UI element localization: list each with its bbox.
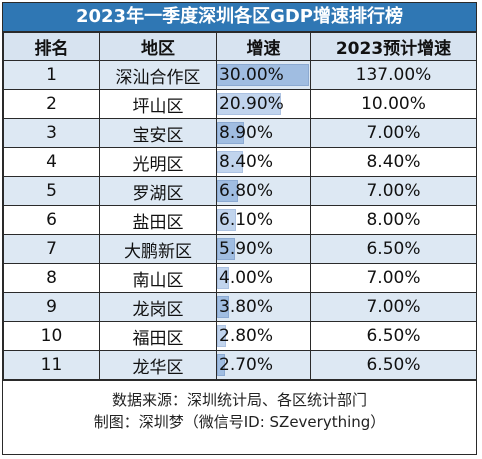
growth-bar bbox=[217, 325, 226, 347]
rank-cell: 3 bbox=[3, 118, 100, 148]
growth-cell: 8.90% bbox=[216, 118, 311, 148]
projected-cell: 6.50% bbox=[310, 350, 477, 380]
district-cell: 龙岗区 bbox=[99, 292, 217, 322]
growth-cell: 30.00% bbox=[216, 60, 311, 90]
growth-value: 4.00% bbox=[219, 268, 274, 288]
projected-cell: 7.00% bbox=[310, 176, 477, 206]
rank-cell: 2 bbox=[3, 89, 100, 119]
district-cell: 坪山区 bbox=[99, 89, 217, 119]
growth-bar bbox=[217, 267, 230, 289]
growth-value: 8.90% bbox=[219, 123, 274, 143]
district-cell: 龙华区 bbox=[99, 350, 217, 380]
growth-value: 3.80% bbox=[219, 297, 274, 317]
growth-value: 30.00% bbox=[219, 65, 284, 85]
projected-value: 8.00% bbox=[366, 210, 421, 230]
projected-value: 7.00% bbox=[366, 297, 421, 317]
rank-cell: 9 bbox=[3, 292, 100, 322]
rank-cell: 11 bbox=[3, 350, 100, 380]
growth-bar bbox=[217, 151, 243, 173]
growth-cell: 2.70% bbox=[216, 350, 311, 380]
growth-bar bbox=[217, 354, 226, 376]
header-projected: 2023预计增速 bbox=[310, 32, 477, 61]
table-row: 10 福田区 2.80% 6.50% bbox=[3, 321, 477, 351]
growth-cell: 4.00% bbox=[216, 263, 311, 293]
source-note: 数据来源：深圳统计局、各区统计部门 bbox=[111, 391, 367, 409]
projected-value: 6.50% bbox=[366, 239, 421, 259]
growth-value: 2.70% bbox=[219, 355, 274, 375]
projected-value: 7.00% bbox=[366, 181, 421, 201]
header-growth: 增速 bbox=[216, 32, 311, 61]
table-row: 6 盐田区 6.10% 8.00% bbox=[3, 205, 477, 235]
projected-cell: 137.00% bbox=[310, 60, 477, 90]
rank-cell: 7 bbox=[3, 234, 100, 264]
growth-value: 2.80% bbox=[219, 326, 274, 346]
table-row: 2 坪山区 20.90% 10.00% bbox=[3, 89, 477, 119]
rank-cell: 1 bbox=[3, 60, 100, 90]
district-cell: 盐田区 bbox=[99, 205, 217, 235]
projected-value: 7.00% bbox=[366, 123, 421, 143]
growth-cell: 8.40% bbox=[216, 147, 311, 177]
growth-cell: 20.90% bbox=[216, 89, 311, 119]
growth-cell: 6.80% bbox=[216, 176, 311, 206]
table-footer: 数据来源：深圳统计局、各区统计部门 制图：深圳梦（微信号ID: SZeveryt… bbox=[3, 380, 476, 433]
district-cell: 南山区 bbox=[99, 263, 217, 293]
table-row: 7 大鹏新区 5.90% 6.50% bbox=[3, 234, 477, 264]
table-row: 5 罗湖区 6.80% 7.00% bbox=[3, 176, 477, 206]
projected-value: 137.00% bbox=[355, 65, 432, 85]
growth-cell: 2.80% bbox=[216, 321, 311, 351]
growth-value: 5.90% bbox=[219, 239, 274, 259]
growth-bar bbox=[217, 122, 245, 144]
table-row: 4 光明区 8.40% 8.40% bbox=[3, 147, 477, 177]
district-cell: 深汕合作区 bbox=[99, 60, 217, 90]
growth-bar bbox=[217, 180, 238, 202]
table-row: 1 深汕合作区 30.00% 137.00% bbox=[3, 60, 477, 90]
growth-cell: 6.10% bbox=[216, 205, 311, 235]
growth-cell: 3.80% bbox=[216, 292, 311, 322]
table-row: 3 宝安区 8.90% 7.00% bbox=[3, 118, 477, 148]
table-row: 8 南山区 4.00% 7.00% bbox=[3, 263, 477, 293]
projected-value: 6.50% bbox=[366, 326, 421, 346]
table-row: 11 龙华区 2.70% 6.50% bbox=[3, 350, 477, 380]
rank-cell: 5 bbox=[3, 176, 100, 206]
projected-value: 8.40% bbox=[366, 152, 421, 172]
table-row: 9 龙岗区 3.80% 7.00% bbox=[3, 292, 477, 322]
growth-value: 6.10% bbox=[219, 210, 274, 230]
projected-cell: 6.50% bbox=[310, 321, 477, 351]
growth-bar bbox=[217, 238, 236, 260]
projected-cell: 7.00% bbox=[310, 118, 477, 148]
projected-cell: 7.00% bbox=[310, 263, 477, 293]
projected-cell: 8.00% bbox=[310, 205, 477, 235]
credit-note: 制图：深圳梦（微信号ID: SZeverything） bbox=[93, 413, 386, 431]
ranking-table-card: 2023年一季度深圳各区GDP增速排行榜 排名 地区 增速 2023预计增速 1… bbox=[2, 2, 477, 455]
rank-cell: 6 bbox=[3, 205, 100, 235]
projected-cell: 10.00% bbox=[310, 89, 477, 119]
gdp-ranking-table: 排名 地区 增速 2023预计增速 1 深汕合作区 30.00% 137.00% 2 坪山… bbox=[3, 32, 477, 380]
growth-value: 20.90% bbox=[219, 94, 284, 114]
district-cell: 光明区 bbox=[99, 147, 217, 177]
growth-bar bbox=[217, 209, 236, 231]
growth-bar bbox=[217, 93, 282, 115]
header-rank: 排名 bbox=[3, 32, 100, 61]
projected-value: 6.50% bbox=[366, 355, 421, 375]
district-cell: 福田区 bbox=[99, 321, 217, 351]
projected-cell: 8.40% bbox=[310, 147, 477, 177]
rank-cell: 4 bbox=[3, 147, 100, 177]
header-district: 地区 bbox=[99, 32, 217, 61]
growth-cell: 5.90% bbox=[216, 234, 311, 264]
district-cell: 宝安区 bbox=[99, 118, 217, 148]
table-header-row: 排名 地区 增速 2023预计增速 bbox=[3, 32, 477, 61]
projected-value: 7.00% bbox=[366, 268, 421, 288]
rank-cell: 8 bbox=[3, 263, 100, 293]
table-title: 2023年一季度深圳各区GDP增速排行榜 bbox=[3, 3, 476, 32]
growth-bar bbox=[217, 64, 309, 86]
projected-value: 10.00% bbox=[361, 94, 426, 114]
district-cell: 罗湖区 bbox=[99, 176, 217, 206]
projected-cell: 7.00% bbox=[310, 292, 477, 322]
projected-cell: 6.50% bbox=[310, 234, 477, 264]
rank-cell: 10 bbox=[3, 321, 100, 351]
district-cell: 大鹏新区 bbox=[99, 234, 217, 264]
growth-bar bbox=[217, 296, 229, 318]
growth-value: 6.80% bbox=[219, 181, 274, 201]
growth-value: 8.40% bbox=[219, 152, 274, 172]
